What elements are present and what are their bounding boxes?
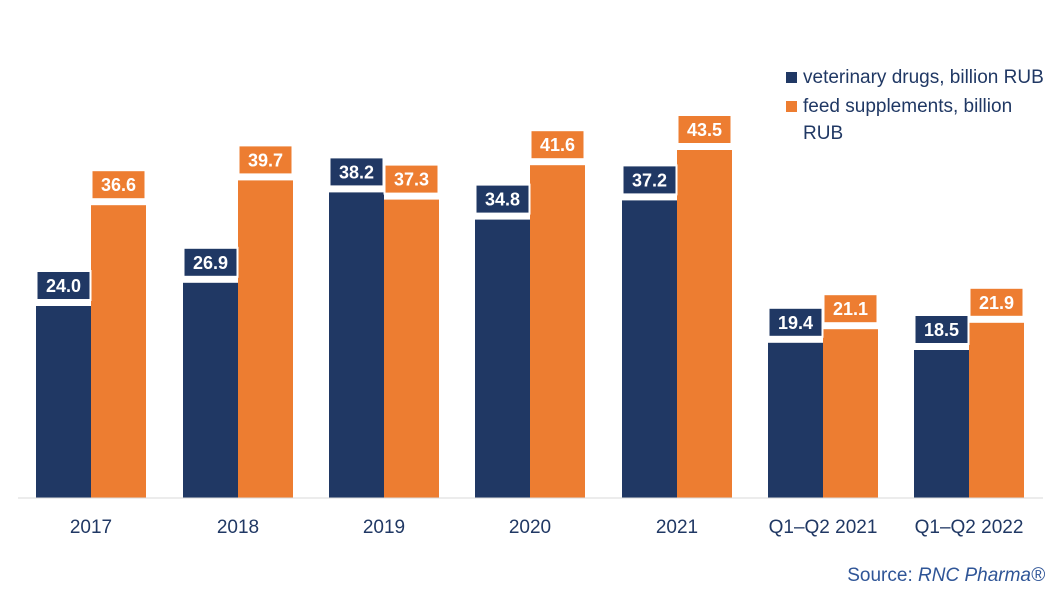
data-label-box-veterinary-drugs-q1-q2-2021 xyxy=(767,306,824,338)
x-tick-label-q1-q2-2021: Q1–Q2 2021 xyxy=(769,517,878,538)
data-label-veterinary-drugs-2020: 34.8 xyxy=(485,190,520,210)
bar-veterinary-drugs-q1-q2-2021 xyxy=(768,342,823,498)
bar-feed-supplements-2018 xyxy=(238,180,293,498)
data-label-box-feed-supplements-q1-q2-2022 xyxy=(968,286,1025,318)
data-label-veterinary-drugs-q1-q2-2021: 19.4 xyxy=(778,313,813,333)
data-label-feed-supplements-2021: 43.5 xyxy=(687,120,722,140)
x-tick-label-2019: 2019 xyxy=(363,517,405,538)
data-labels-layer: 24.0 26.9 38.2 34.8 37.2 19.4 18.5 36.6 39.7 37.3… xyxy=(35,114,1025,345)
data-label-box-feed-supplements-2017 xyxy=(90,169,147,201)
legend-label-feed-supplements: feed supplements, billion RUB xyxy=(803,96,1013,144)
data-label-box-feed-supplements-2021 xyxy=(676,114,733,145)
data-label-feed-supplements-q1-q2-2022: 21.9 xyxy=(979,293,1014,313)
data-label-box-feed-supplements-q1-q2-2021 xyxy=(822,293,879,325)
data-label-veterinary-drugs-q1-q2-2022: 18.5 xyxy=(924,320,959,340)
x-tick-label-2020: 2020 xyxy=(509,517,551,538)
legend-item-feed-supplements: feed supplements, billion RUB xyxy=(786,93,1048,147)
bar-feed-supplements-q1-q2-2021 xyxy=(823,329,878,498)
data-label-box-veterinary-drugs-2020 xyxy=(474,183,531,215)
data-label-box-veterinary-drugs-2017 xyxy=(35,270,92,301)
bar-feed-supplements-2019 xyxy=(384,199,439,498)
source-note: Source: RNC Pharma® xyxy=(847,565,1045,587)
source-name: RNC Pharma® xyxy=(918,565,1045,586)
data-label-box-veterinary-drugs-2018 xyxy=(182,246,239,278)
data-label-feed-supplements-2018: 39.7 xyxy=(248,150,283,170)
data-label-feed-supplements-2019: 37.3 xyxy=(394,170,429,190)
legend-label-veterinary-drugs: veterinary drugs, billion RUB xyxy=(803,67,1044,88)
legend: veterinary drugs, billion RUB feed suppl… xyxy=(786,64,1048,149)
bar-feed-supplements-q1-q2-2022 xyxy=(969,322,1024,498)
bars-layer xyxy=(36,150,1024,498)
x-tick-label-2018: 2018 xyxy=(217,517,259,538)
data-label-box-feed-supplements-2020 xyxy=(529,129,586,161)
data-label-veterinary-drugs-2017: 24.0 xyxy=(46,276,81,296)
bar-veterinary-drugs-2018 xyxy=(183,282,238,498)
data-label-box-veterinary-drugs-2019 xyxy=(328,156,385,188)
legend-item-veterinary-drugs: veterinary drugs, billion RUB xyxy=(786,64,1048,91)
data-label-box-feed-supplements-2018 xyxy=(237,144,294,176)
data-label-box-veterinary-drugs-q1-q2-2022 xyxy=(913,314,970,345)
data-label-box-veterinary-drugs-2021 xyxy=(621,164,678,196)
data-label-feed-supplements-2020: 41.6 xyxy=(540,135,575,155)
legend-swatch-veterinary-drugs xyxy=(786,72,797,83)
data-label-feed-supplements-q1-q2-2021: 21.1 xyxy=(833,299,868,319)
x-tick-labels-layer: 2017 2018 2019 2020 2021 Q1–Q2 2021 Q1–Q2 2022 xyxy=(70,517,1024,538)
legend-swatch-feed-supplements xyxy=(786,101,797,112)
x-tick-label-2017: 2017 xyxy=(70,517,112,538)
data-label-box-feed-supplements-2019 xyxy=(383,163,440,195)
data-label-veterinary-drugs-2018: 26.9 xyxy=(193,253,228,273)
data-label-feed-supplements-2017: 36.6 xyxy=(101,175,136,195)
bar-feed-supplements-2020 xyxy=(530,165,585,498)
x-tick-label-q1-q2-2022: Q1–Q2 2022 xyxy=(915,517,1024,538)
bar-veterinary-drugs-2021 xyxy=(622,200,677,498)
bar-veterinary-drugs-q1-q2-2022 xyxy=(914,350,969,498)
x-tick-label-2021: 2021 xyxy=(656,517,698,538)
data-label-veterinary-drugs-2021: 37.2 xyxy=(632,170,667,190)
source-prefix: Source: xyxy=(847,565,919,586)
data-label-veterinary-drugs-2019: 38.2 xyxy=(339,162,374,182)
bar-veterinary-drugs-2019 xyxy=(329,192,384,498)
bar-feed-supplements-2017 xyxy=(91,205,146,498)
bar-feed-supplements-2021 xyxy=(677,150,732,498)
bar-veterinary-drugs-2017 xyxy=(36,306,91,498)
bar-veterinary-drugs-2020 xyxy=(475,219,530,498)
